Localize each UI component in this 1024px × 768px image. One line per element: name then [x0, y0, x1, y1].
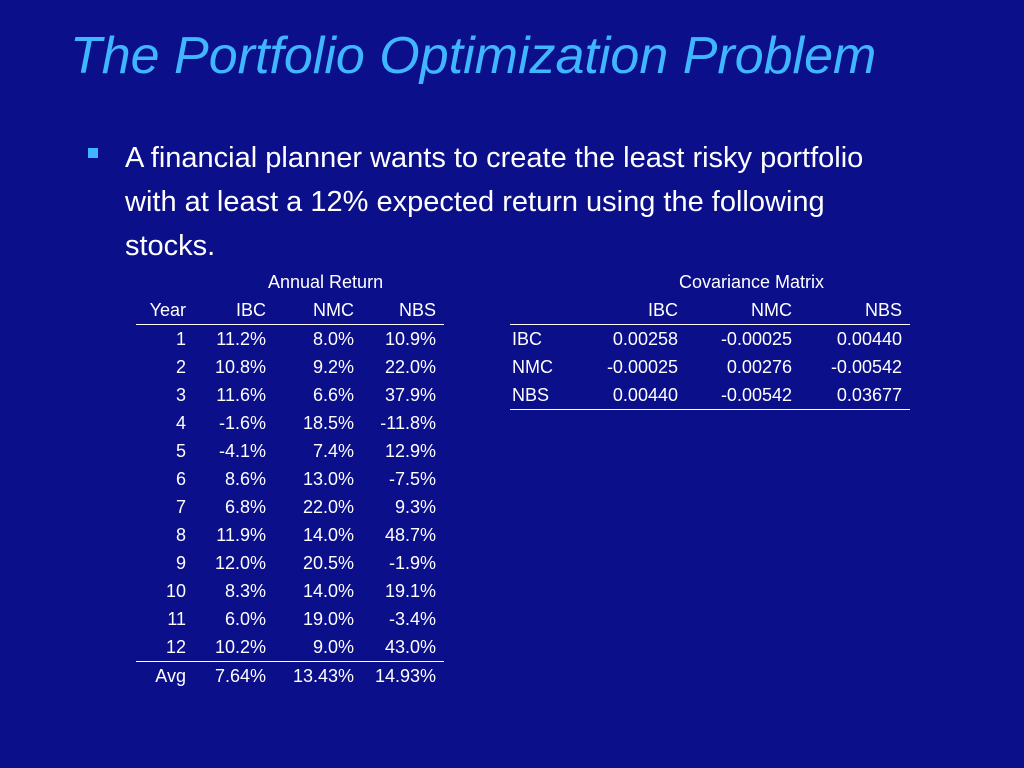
table-cell: 19.1%	[384, 580, 436, 601]
table-cell: 7	[175, 496, 186, 517]
table-cell: 22.0%	[302, 496, 354, 517]
table-cell: -0.00025	[606, 356, 678, 377]
table-cell: IBC	[512, 328, 543, 349]
table-cell: 13.0%	[302, 468, 354, 489]
table-header-row: Year IBC NMC NBS	[136, 296, 444, 325]
table-cell: 8	[175, 524, 186, 545]
table-cell: 8.0%	[312, 328, 354, 349]
table-cell: 12	[165, 636, 186, 657]
table-cell: 9.3%	[394, 496, 436, 517]
table-cell: 20.5%	[302, 552, 354, 573]
table-row: 3 11.6% 6.6% 37.9%	[136, 381, 444, 409]
table-cell: 14.0%	[302, 580, 354, 601]
covariance-matrix-label: Covariance Matrix	[679, 272, 825, 292]
avg-ibc: 7.64%	[190, 661, 268, 690]
table-cell: -0.00025	[720, 328, 792, 349]
table-cell: 12.9%	[384, 440, 436, 461]
table-cell: 9.0%	[312, 636, 354, 657]
header-nbs: NBS	[356, 296, 444, 325]
table-row: 11 6.0% 19.0% -3.4%	[136, 605, 444, 633]
table-cell: 7.4%	[312, 440, 354, 461]
table-row: 1 11.2% 8.0% 10.9%	[136, 325, 444, 354]
table-cell: -0.00542	[680, 381, 794, 410]
table-cell: 8.6%	[224, 468, 266, 489]
table-cell: 8.3%	[224, 580, 266, 601]
avg-nmc: 13.43%	[268, 661, 356, 690]
table-cell: 48.7%	[384, 524, 436, 545]
table-cell: 6.6%	[312, 384, 354, 405]
header-blank	[510, 296, 588, 325]
table-cell: 2	[175, 356, 186, 377]
bullet-item: A financial planner wants to create the …	[88, 136, 908, 268]
table-cell: 9.2%	[312, 356, 354, 377]
table-cell: 1	[175, 328, 186, 349]
table-cell: 0.00440	[836, 328, 902, 349]
table-row: 4 -1.6% 18.5% -11.8%	[136, 409, 444, 437]
table-row: 8 11.9% 14.0% 48.7%	[136, 521, 444, 549]
avg-label: Avg	[136, 661, 190, 690]
table-cell: 22.0%	[384, 356, 436, 377]
table-row: 6 8.6% 13.0% -7.5%	[136, 465, 444, 493]
table-cell: 11.6%	[216, 384, 266, 405]
table-header-row: IBC NMC NBS	[510, 296, 910, 325]
table-cell: 10.8%	[214, 356, 266, 377]
table-row: 7 6.8% 22.0% 9.3%	[136, 493, 444, 521]
slide-title: The Portfolio Optimization Problem	[70, 27, 877, 85]
table-cell: 37.9%	[384, 384, 436, 405]
table-cell: -1.6%	[218, 412, 266, 433]
table-cell: 0.00440	[588, 381, 680, 410]
bullet-text: A financial planner wants to create the …	[125, 142, 864, 262]
table-row: NBS 0.00440 -0.00542 0.03677	[510, 381, 910, 410]
avg-nbs: 14.93%	[356, 661, 444, 690]
header-nmc: NMC	[680, 296, 794, 325]
table-cell: 10.9%	[384, 328, 436, 349]
table-cell: 11.9%	[216, 524, 266, 545]
covariance-matrix-table: IBC NMC NBS IBC 0.00258 -0.00025 0.00440 NMC…	[510, 296, 910, 410]
table-cell: 18.5%	[302, 412, 354, 433]
table-cell: -7.5%	[388, 468, 436, 489]
table-cell: 14.0%	[302, 524, 354, 545]
table-row: 5 -4.1% 7.4% 12.9%	[136, 437, 444, 465]
annual-return-label: Annual Return	[268, 272, 384, 292]
table-row: 9 12.0% 20.5% -1.9%	[136, 549, 444, 577]
table-cell: 0.03677	[794, 381, 910, 410]
table-cell: -0.00542	[830, 356, 902, 377]
square-bullet-icon	[88, 148, 98, 158]
table-cell: NMC	[512, 356, 553, 377]
header-ibc: IBC	[588, 296, 680, 325]
table-cell: 6.8%	[224, 496, 266, 517]
table-cell: -11.8%	[380, 412, 436, 433]
table-cell: NBS	[510, 381, 588, 410]
table-cell: 43.0%	[384, 636, 436, 657]
table-cell: 5	[175, 440, 186, 461]
table-cell: 0.00276	[726, 356, 792, 377]
table-cell: 11.2%	[216, 328, 266, 349]
table-cell: 4	[175, 412, 186, 433]
table-cell: 6	[175, 468, 186, 489]
table-cell: 3	[175, 384, 186, 405]
table-row: 12 10.2% 9.0% 43.0%	[136, 633, 444, 662]
table-cell: 6.0%	[224, 608, 266, 629]
table-row: NMC -0.00025 0.00276 -0.00542	[510, 353, 910, 381]
table-cell: 11	[167, 608, 186, 629]
header-nmc: NMC	[268, 296, 356, 325]
table-cell: -4.1%	[218, 440, 266, 461]
table-row: 2 10.8% 9.2% 22.0%	[136, 353, 444, 381]
table-cell: 10	[165, 580, 186, 601]
table-cell: -3.4%	[388, 608, 436, 629]
table-cell: -1.9%	[388, 552, 436, 573]
table-cell: 19.0%	[302, 608, 354, 629]
header-year: Year	[136, 296, 190, 325]
header-nbs: NBS	[794, 296, 910, 325]
header-ibc: IBC	[190, 296, 268, 325]
table-cell: 12.0%	[214, 552, 266, 573]
table-cell: 10.2%	[214, 636, 266, 657]
annual-return-table: Year IBC NMC NBS 1 11.2% 8.0% 10.9% 2 10.8% 9.…	[136, 296, 444, 690]
table-row: IBC 0.00258 -0.00025 0.00440	[510, 325, 910, 354]
table-row: 10 8.3% 14.0% 19.1%	[136, 577, 444, 605]
average-row: Avg 7.64% 13.43% 14.93%	[136, 661, 444, 690]
table-cell: 0.00258	[612, 328, 678, 349]
table-cell: 9	[175, 552, 186, 573]
